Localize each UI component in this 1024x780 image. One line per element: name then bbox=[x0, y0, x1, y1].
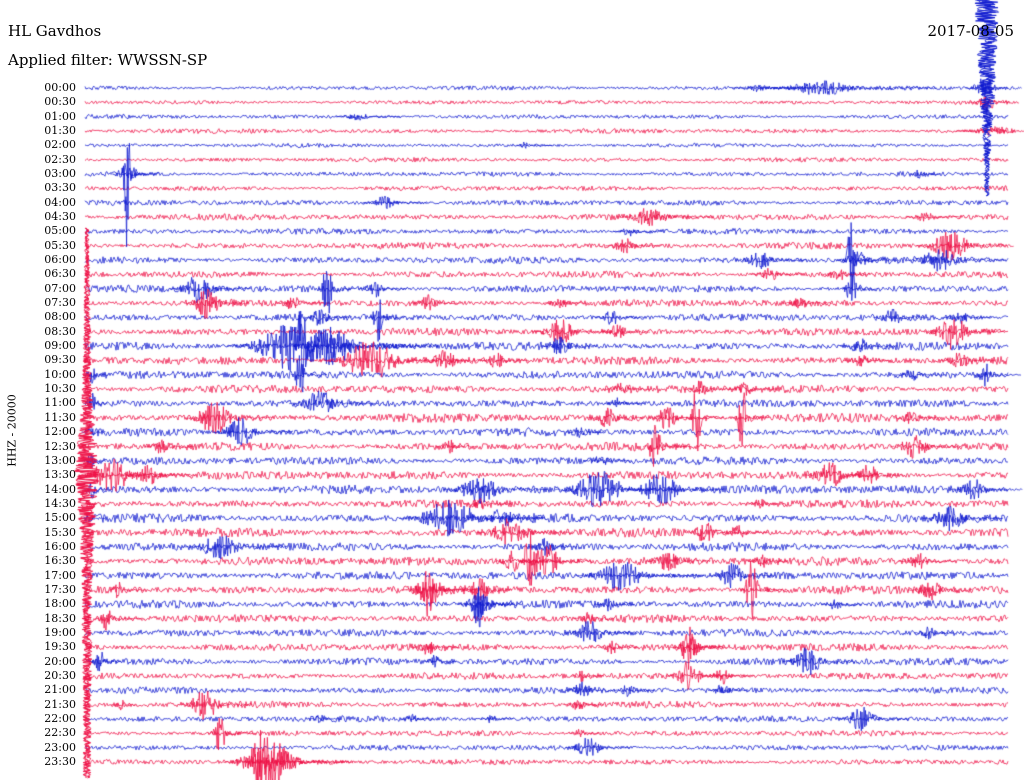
time-label: 18:30 bbox=[44, 611, 76, 625]
time-label: 14:30 bbox=[44, 496, 76, 510]
station-title: HL Gavdhos bbox=[8, 22, 102, 40]
time-label: 07:30 bbox=[44, 296, 76, 310]
time-label: 08:30 bbox=[44, 324, 76, 338]
time-label: 09:00 bbox=[44, 339, 76, 353]
time-label: 10:30 bbox=[44, 382, 76, 396]
time-label: 15:30 bbox=[44, 525, 76, 539]
time-label: 18:00 bbox=[44, 597, 76, 611]
time-label: 17:30 bbox=[44, 582, 76, 596]
time-label: 02:00 bbox=[44, 138, 76, 152]
time-label: 22:00 bbox=[44, 711, 76, 725]
time-label: 05:30 bbox=[44, 238, 76, 252]
time-label: 10:00 bbox=[44, 367, 76, 381]
time-label: 16:00 bbox=[44, 539, 76, 553]
time-label: 13:00 bbox=[44, 453, 76, 467]
time-label: 00:30 bbox=[44, 95, 76, 109]
time-label: 03:30 bbox=[44, 181, 76, 195]
time-label: 20:00 bbox=[44, 654, 76, 668]
time-label: 21:30 bbox=[44, 697, 76, 711]
time-label: 19:00 bbox=[44, 625, 76, 639]
time-label: 07:00 bbox=[44, 281, 76, 295]
time-label: 01:30 bbox=[44, 124, 76, 138]
time-label: 14:00 bbox=[44, 482, 76, 496]
time-label: 01:00 bbox=[44, 109, 76, 123]
time-label: 11:00 bbox=[44, 396, 76, 410]
time-label: 02:30 bbox=[44, 152, 76, 166]
time-label: 08:00 bbox=[44, 310, 76, 324]
time-label: 03:00 bbox=[44, 167, 76, 181]
time-label: 00:00 bbox=[44, 81, 76, 94]
time-label: 04:00 bbox=[44, 195, 76, 209]
filter-label: Applied filter: WWSSN-SP bbox=[8, 51, 208, 69]
time-label: 21:00 bbox=[44, 683, 76, 697]
time-label: 12:00 bbox=[44, 425, 76, 439]
time-label: 09:30 bbox=[44, 353, 76, 367]
date-label: 2017-08-05 bbox=[927, 22, 1014, 40]
time-label: 05:00 bbox=[44, 224, 76, 238]
time-label: 11:30 bbox=[44, 410, 76, 424]
time-label: 12:30 bbox=[44, 439, 76, 453]
time-label: 22:30 bbox=[44, 726, 76, 740]
time-label: 17:00 bbox=[44, 568, 76, 582]
time-label: 23:30 bbox=[44, 754, 76, 768]
time-label: 20:30 bbox=[44, 668, 76, 682]
time-label: 13:30 bbox=[44, 468, 76, 482]
time-label: 15:00 bbox=[44, 511, 76, 525]
time-label: 06:30 bbox=[44, 267, 76, 281]
time-label: 06:00 bbox=[44, 253, 76, 267]
time-label: 23:00 bbox=[44, 740, 76, 754]
time-label: 16:30 bbox=[44, 554, 76, 568]
time-label: 04:30 bbox=[44, 210, 76, 224]
time-label: 19:30 bbox=[44, 640, 76, 654]
